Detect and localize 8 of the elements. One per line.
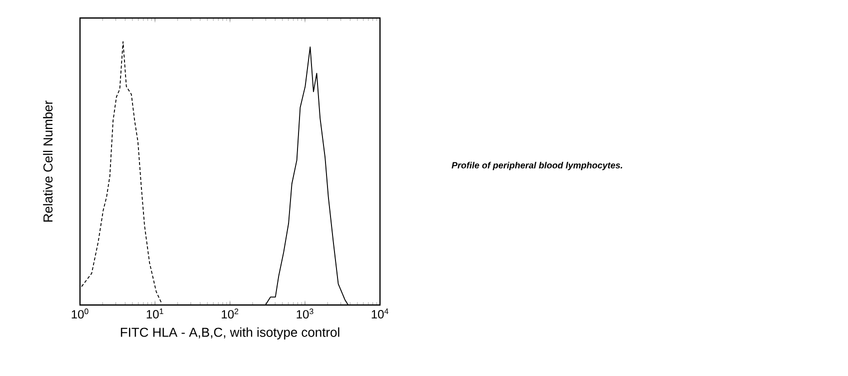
x-tick-label: 10$^{3}$ xyxy=(296,308,314,319)
x-tick-label: 10$^{2}$ xyxy=(222,308,238,319)
x-tick-label: 10$^{0}$ xyxy=(72,308,88,319)
x-axis-title: FITC HLA - A,B,C, with isotype control xyxy=(120,327,340,340)
y-axis-title: Relative Cell Number xyxy=(43,100,53,222)
x-tick-label: 10$^{1}$ xyxy=(146,308,164,318)
text: Profile of peripheral blood lymphocytes. xyxy=(452,162,622,170)
x-tick-label: 10$^{4}$ xyxy=(372,308,388,318)
